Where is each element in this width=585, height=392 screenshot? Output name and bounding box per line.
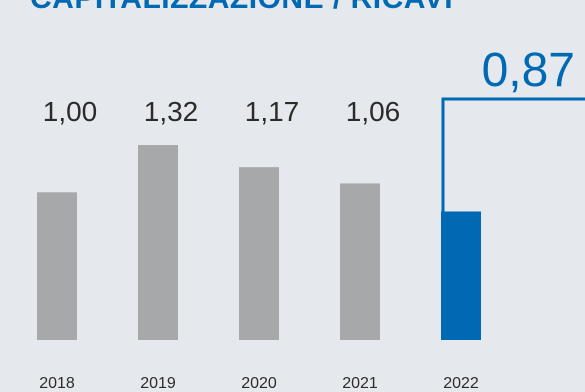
value-label-2019: 1,32 (144, 96, 199, 127)
bar-2022 (441, 211, 481, 340)
x-tick-label-2018: 2018 (39, 375, 75, 392)
bar-2021 (340, 183, 380, 340)
value-label-2018: 1,00 (43, 96, 98, 127)
value-label-2021: 1,06 (346, 96, 401, 127)
value-label-2020: 1,17 (245, 96, 300, 127)
highlight-leader-line (441, 97, 585, 212)
bar-2018 (37, 192, 77, 340)
x-tick-label-2019: 2019 (140, 375, 176, 392)
x-tick-label-2022: 2022 (443, 375, 479, 392)
value-label-2022-highlight: 0,87 (482, 44, 575, 97)
bar-2020 (239, 167, 279, 340)
bar-2019 (138, 145, 178, 340)
chart-title: CAPITALIZZAZIONE / RICAVI (30, 0, 453, 17)
x-tick-label-2020: 2020 (241, 375, 277, 392)
x-tick-label-2021: 2021 (342, 375, 378, 392)
